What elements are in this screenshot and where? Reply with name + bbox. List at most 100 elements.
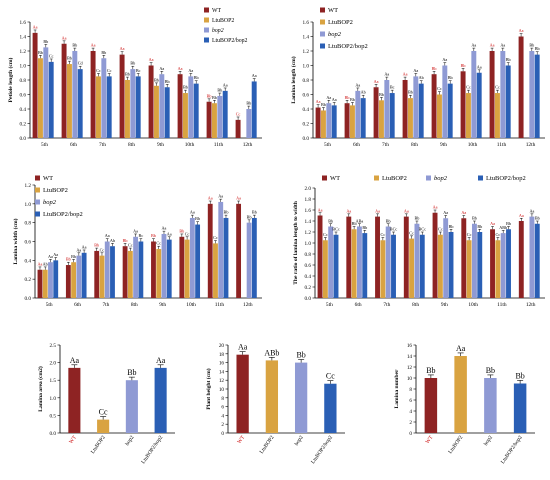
- legend-swatch: [35, 175, 40, 181]
- data-label: Bb: [386, 218, 391, 223]
- y-tick-label: 14: [219, 369, 225, 375]
- data-label: ABb: [499, 225, 507, 230]
- y-tick-label: 1.0: [25, 202, 32, 208]
- bar: [223, 217, 229, 298]
- data-label: Ab: [361, 90, 366, 95]
- data-label: Aa: [133, 228, 138, 233]
- bar: [437, 234, 443, 298]
- data-label: Aa: [188, 68, 193, 73]
- data-label: Bb: [350, 97, 355, 102]
- bar: [179, 236, 185, 298]
- data-label: Aa: [91, 43, 96, 48]
- bar: [326, 103, 332, 138]
- data-label: Ab: [419, 75, 424, 80]
- data-label: Bb: [472, 216, 477, 221]
- data-label: Aa: [62, 35, 67, 40]
- bar: [448, 232, 454, 298]
- y-tick-label: 1.2: [25, 183, 32, 189]
- data-label: Aa: [208, 196, 213, 201]
- legend-swatch: [426, 175, 431, 181]
- y-tick-label: 4: [409, 409, 412, 415]
- data-label: Aa: [384, 72, 389, 77]
- data-label: Bb: [194, 75, 199, 80]
- bar: [195, 224, 201, 298]
- legend-label: LtuBOP2: [328, 19, 353, 26]
- bar: [130, 69, 136, 138]
- data-label: Bb: [217, 88, 222, 93]
- data-label: Aa: [159, 66, 164, 71]
- y-tick-label: 1.6: [305, 208, 312, 214]
- bar: [153, 85, 159, 138]
- y-tick-label: 0.6: [303, 93, 310, 99]
- y-tick-label: 1.8: [305, 197, 312, 203]
- data-label: Bb: [94, 243, 99, 248]
- bar: [495, 240, 501, 298]
- data-label: Bb: [515, 371, 524, 380]
- x-tick-label: 9th: [441, 302, 448, 308]
- y-tick-label: 1.4: [303, 35, 310, 41]
- y-tick-label: 0.8: [20, 78, 27, 84]
- bar: [328, 226, 334, 298]
- bar: [431, 74, 437, 138]
- data-label: BCc: [332, 227, 340, 232]
- y-tick-label: 14: [407, 354, 413, 360]
- bar: [484, 378, 497, 433]
- x-tick-label: 12th: [243, 302, 253, 308]
- data-label: Bb: [352, 221, 357, 226]
- data-label: Cd: [78, 61, 84, 66]
- y-tick-label: 2.5: [50, 343, 57, 349]
- y-tick-label: 0.0: [25, 296, 32, 302]
- x-tick-label: 6th: [355, 302, 362, 308]
- legend-swatch: [322, 175, 327, 181]
- data-label: Bb: [408, 90, 413, 95]
- x-tick-label: 7th: [383, 302, 390, 308]
- data-label: Cc: [326, 372, 335, 381]
- bar: [356, 226, 362, 298]
- data-label: Cc: [128, 243, 133, 248]
- data-label: Aa: [167, 231, 172, 236]
- data-label: Bb: [379, 92, 384, 97]
- legend-label: LtuBOP2/bop2: [212, 38, 248, 44]
- bar: [99, 255, 105, 298]
- bar: [436, 94, 442, 138]
- legend-label: bop2: [434, 175, 448, 182]
- bar: [362, 233, 368, 298]
- data-label: Aa: [332, 97, 337, 102]
- x-tick-label: 8th: [411, 142, 418, 148]
- data-label: Aa: [178, 66, 183, 71]
- x-tick-label: 12th: [526, 142, 536, 148]
- data-label: Aa: [443, 210, 448, 215]
- y-tick-label: 1.5: [50, 378, 57, 384]
- data-label: Aa: [461, 210, 466, 215]
- legend-swatch: [374, 175, 379, 181]
- data-label: Aa: [53, 252, 58, 257]
- data-label: Bb: [362, 225, 367, 230]
- bar: [391, 234, 396, 298]
- y-tick-label: 0.4: [303, 107, 310, 113]
- data-label: Cc: [466, 85, 471, 90]
- y-axis-label: Plant height (cm): [205, 368, 212, 409]
- legend-label: bop2: [328, 31, 342, 38]
- data-label: Bb: [212, 95, 217, 100]
- y-tick-label: 0: [221, 431, 224, 437]
- data-label: Bb: [125, 72, 130, 77]
- x-tick-label: 10th: [468, 302, 478, 308]
- bar: [135, 76, 141, 138]
- bar: [513, 383, 527, 433]
- data-label: Cc: [49, 53, 54, 58]
- bar: [66, 64, 72, 138]
- bar: [324, 383, 337, 433]
- bar: [138, 241, 144, 298]
- data-label: Bb: [247, 214, 252, 219]
- data-label: Aa: [346, 208, 351, 213]
- y-tick-label: 16: [407, 343, 413, 349]
- legend-label: LtuBOP2: [382, 175, 407, 182]
- data-label: Cc: [100, 247, 105, 252]
- x-tick-label: 6th: [74, 302, 81, 308]
- bar: [534, 223, 540, 298]
- bar: [65, 265, 71, 298]
- bar: [211, 103, 217, 138]
- bar: [489, 51, 495, 138]
- bar: [48, 61, 54, 138]
- legend-swatch: [35, 199, 40, 205]
